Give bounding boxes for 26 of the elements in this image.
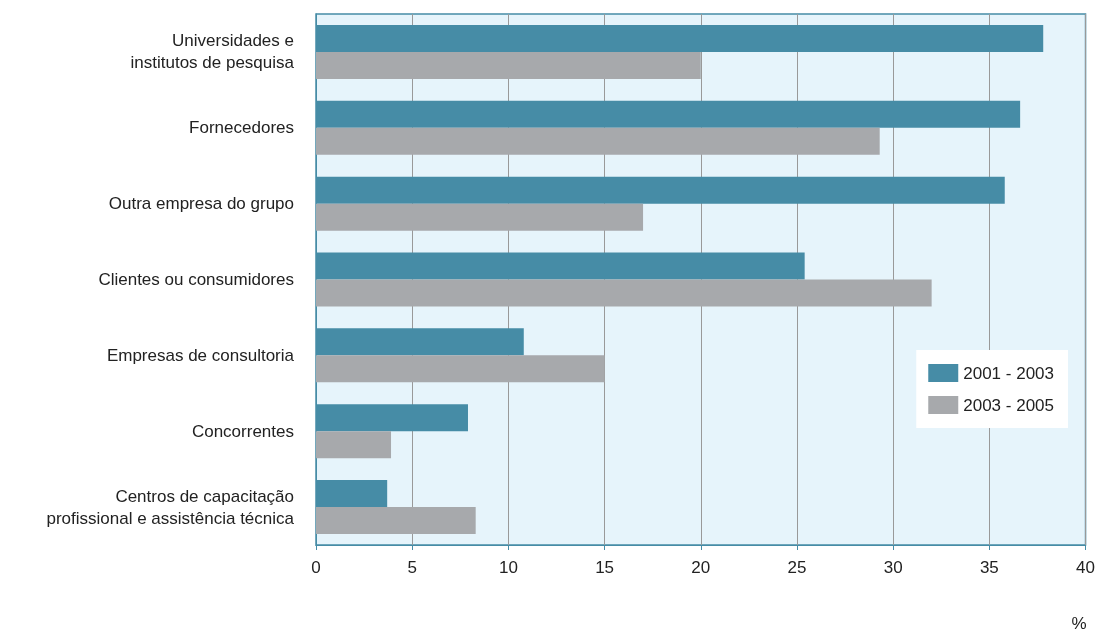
y-tick-label: Outra empresa do grupo (108, 194, 294, 214)
legend-label: 2003 - 2005 (963, 395, 1055, 415)
x-tick-label: 25 (787, 558, 807, 577)
x-tick-label: 0 (311, 558, 321, 577)
x-tick-label: 10 (498, 558, 518, 577)
x-axis-title: % (1071, 614, 1087, 633)
x-tick-label: 15 (595, 558, 615, 577)
x-tick-label: 20 (691, 558, 711, 577)
bar (316, 507, 476, 535)
x-tick-label: 5 (407, 558, 417, 577)
y-tick-label: Clientes ou consumidores (98, 270, 294, 289)
x-tick-label: 40 (1076, 558, 1096, 577)
bar (316, 127, 880, 155)
bar (316, 355, 605, 383)
legend-label: 2001 - 2003 (963, 363, 1055, 383)
y-tick-label: Centros de capacitação profissional e assistência técnica (46, 486, 295, 528)
bar (316, 279, 932, 307)
bar (316, 203, 644, 231)
bar (316, 51, 701, 79)
y-tick-label: Fornecedores (189, 118, 294, 138)
y-tick-label: Universidades e institutos de pesquisa (130, 31, 295, 73)
y-tick-label: Concorrentes (191, 421, 294, 441)
y-tick-label: Empresas de consultoria (106, 345, 295, 365)
bar (316, 431, 392, 459)
x-tick-label: 30 (883, 558, 903, 577)
x-tick-label: 35 (979, 558, 999, 577)
